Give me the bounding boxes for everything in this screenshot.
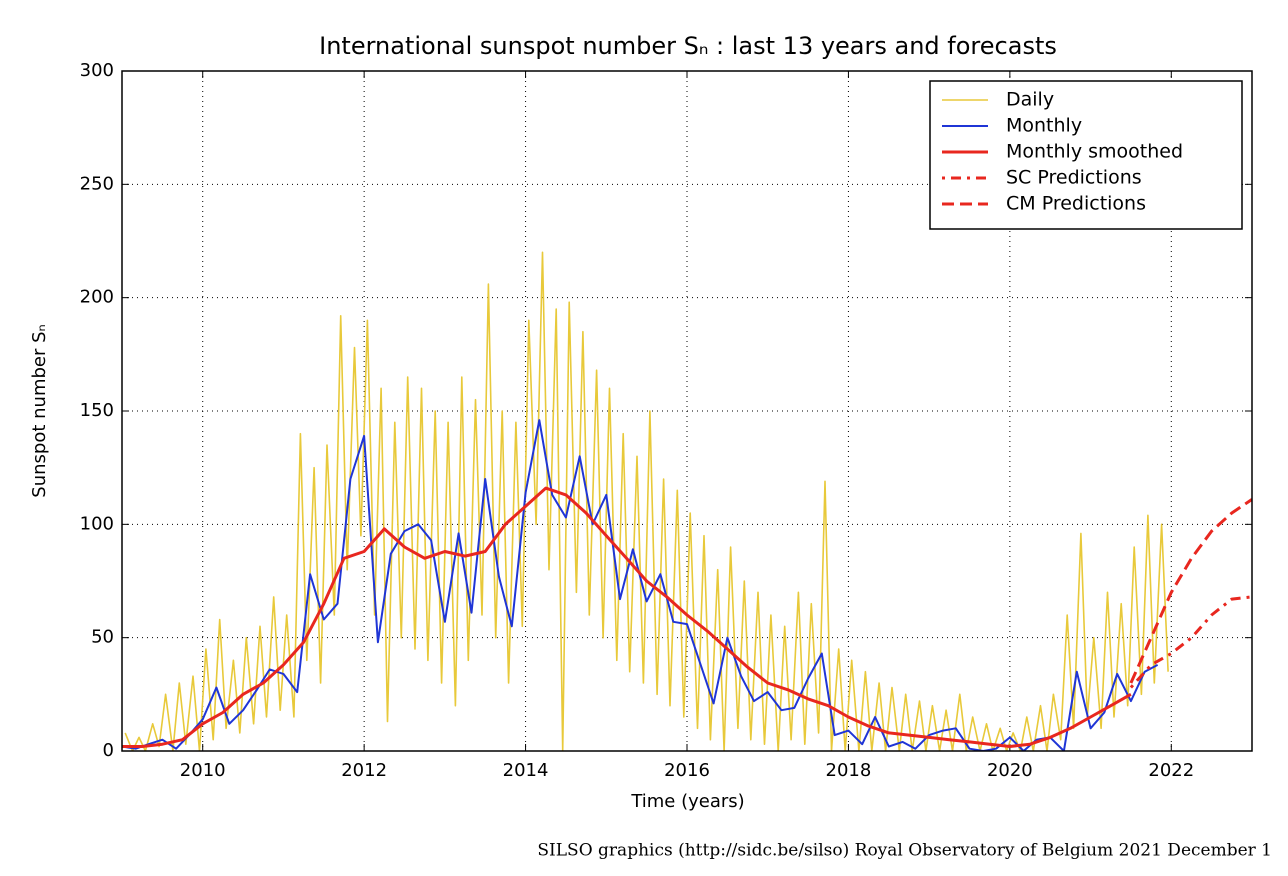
y-tick-label: 250 [80, 173, 114, 194]
series-line [122, 486, 1132, 748]
legend-label: Monthly smoothed [1006, 141, 1183, 163]
footer: SILSO graphics (http://sidc.be/silso) Ro… [537, 841, 1272, 861]
y-axis-label: Sunspot number Sₙ [29, 324, 50, 497]
series-line [1129, 595, 1252, 689]
series-line [122, 419, 1159, 751]
x-tick-label: 2016 [664, 760, 710, 781]
y-tick-label: 150 [80, 400, 114, 421]
x-tick-label: 2010 [180, 760, 226, 781]
x-axis-label: Time (years) [630, 791, 744, 812]
series-line [124, 251, 1169, 751]
y-tick-label: 0 [103, 740, 114, 761]
x-tick-label: 2020 [987, 760, 1033, 781]
y-tick-label: 300 [80, 60, 114, 81]
legend-label: SC Predictions [1006, 167, 1142, 189]
legend-label: Daily [1006, 89, 1054, 111]
x-tick-label: 2012 [341, 760, 387, 781]
legend-label: CM Predictions [1006, 193, 1146, 215]
x-tick-label: 2022 [1148, 760, 1194, 781]
series-line [1129, 498, 1252, 684]
legend-label: Monthly [1006, 115, 1082, 137]
y-tick-label: 100 [80, 513, 114, 534]
x-tick-label: 2014 [503, 760, 549, 781]
y-tick-label: 200 [80, 287, 114, 308]
y-tick-label: 50 [91, 627, 114, 648]
plot-frame [121, 70, 1253, 752]
x-tick-label: 2018 [826, 760, 872, 781]
chart-title: International sunspot number Sₙ : last 1… [319, 32, 1057, 60]
